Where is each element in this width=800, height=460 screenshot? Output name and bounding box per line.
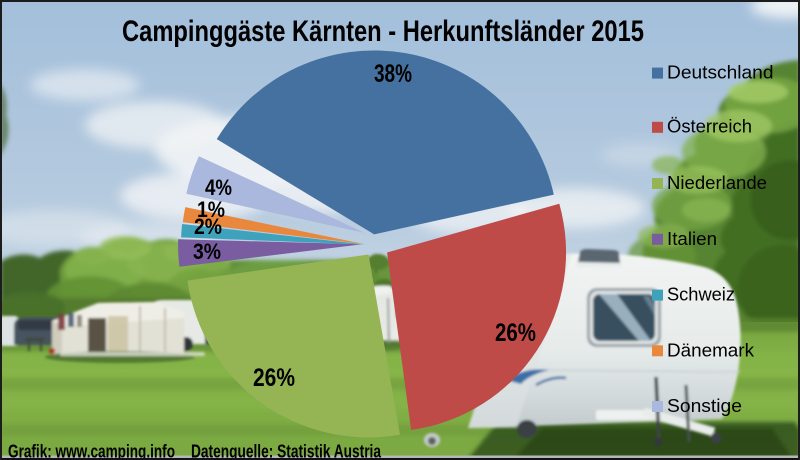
svg-text:26%: 26% (495, 319, 536, 347)
svg-text:Campinggäste Kärnten - Herkunf: Campinggäste Kärnten - Herkunftsländer 2… (122, 15, 644, 48)
svg-text:38%: 38% (374, 60, 412, 88)
svg-text:Niederlande: Niederlande (667, 173, 767, 193)
svg-text:Datenquelle: Statistik Austria: Datenquelle: Statistik Austria (191, 442, 382, 460)
svg-text:Italien: Italien (667, 229, 717, 249)
svg-text:2%: 2% (194, 214, 222, 239)
svg-text:4%: 4% (205, 175, 232, 200)
svg-text:Österreich: Österreich (667, 117, 752, 137)
svg-text:Dänemark: Dänemark (667, 340, 755, 360)
svg-text:26%: 26% (253, 364, 295, 392)
svg-text:Schweiz: Schweiz (667, 285, 735, 305)
svg-text:3%: 3% (193, 239, 221, 264)
svg-text:Sonstige: Sonstige (667, 396, 742, 416)
svg-text:Deutschland: Deutschland (667, 63, 774, 83)
svg-text:1%: 1% (197, 197, 225, 222)
svg-text:Grafik: www.camping.info: Grafik: www.camping.info (8, 442, 175, 460)
